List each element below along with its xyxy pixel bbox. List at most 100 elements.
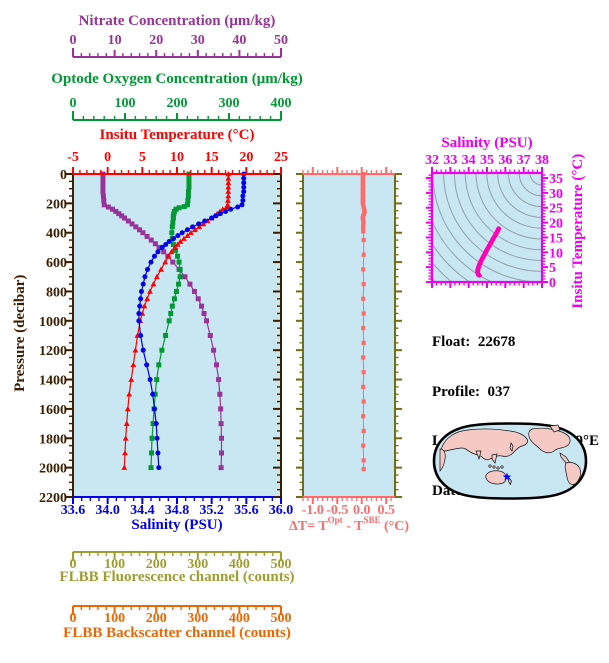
- svg-text:1800: 1800: [39, 432, 67, 447]
- series-circle: [136, 171, 247, 471]
- svg-text:0.5: 0.5: [377, 503, 395, 518]
- svg-text:35: 35: [480, 153, 494, 168]
- nitrate-axis-title: Nitrate Concentration (μm/kg): [78, 13, 276, 29]
- landmass-north-america: [528, 427, 571, 454]
- delta-label-sup-opt: Opt: [327, 515, 343, 526]
- svg-text:5: 5: [139, 150, 146, 165]
- landmass-australia: [485, 470, 507, 485]
- svg-text:5: 5: [549, 261, 556, 276]
- svg-text:35: 35: [549, 172, 563, 187]
- svg-text:300: 300: [219, 96, 240, 111]
- landmass-japan: [509, 442, 514, 452]
- landmass-indonesia: [500, 465, 504, 469]
- svg-text:34: 34: [462, 153, 476, 168]
- svg-text:0: 0: [104, 150, 111, 165]
- series-square: [100, 171, 225, 471]
- landmass-se-asia: [491, 453, 498, 464]
- svg-text:400: 400: [271, 96, 292, 111]
- svg-text:-0.5: -0.5: [326, 503, 348, 518]
- svg-text:15: 15: [549, 231, 563, 246]
- svg-text:0: 0: [70, 611, 77, 626]
- landmass-africa-edge: [439, 448, 446, 472]
- svg-text:10: 10: [108, 33, 122, 48]
- svg-text:32: 32: [425, 153, 439, 168]
- main-profile-plot: 0200400600800100012001400160018002000220…: [39, 150, 293, 518]
- svg-text:20: 20: [239, 150, 253, 165]
- svg-text:-1.0: -1.0: [302, 503, 324, 518]
- svg-text:20: 20: [149, 33, 163, 48]
- delta-t-panel: -1.0 -0.5 0.0 0.5: [296, 167, 402, 518]
- svg-text:50: 50: [274, 33, 288, 48]
- float-location-star: [502, 472, 512, 481]
- landmass-indonesia: [492, 465, 496, 469]
- delta-label-sup-sbe: SBE: [363, 515, 381, 526]
- svg-text:33: 33: [443, 153, 457, 168]
- svg-text:-5: -5: [67, 150, 79, 165]
- svg-text:40: 40: [232, 33, 246, 48]
- ts-salinity-title: Salinity (PSU): [441, 135, 533, 151]
- landmass-indonesia: [496, 466, 500, 470]
- svg-text:0: 0: [70, 96, 77, 111]
- svg-text:600: 600: [46, 256, 67, 271]
- oxygen-axis-title: Optode Oxygen Concentration (μm/kg): [51, 71, 303, 87]
- delta-label-part: (°C): [380, 519, 409, 534]
- svg-text:100: 100: [115, 96, 136, 111]
- landmass-south-america: [564, 462, 581, 485]
- svg-text:200: 200: [167, 96, 188, 111]
- svg-text:0.0: 0.0: [353, 503, 371, 518]
- salinity-axis-title: Salinity (PSU): [131, 517, 223, 533]
- svg-text:36.0: 36.0: [269, 503, 294, 518]
- svg-text:10: 10: [549, 246, 563, 261]
- svg-text:30: 30: [191, 33, 205, 48]
- svg-text:200: 200: [46, 197, 67, 212]
- svg-text:34.4: 34.4: [130, 503, 155, 518]
- svg-text:34.8: 34.8: [165, 503, 190, 518]
- svg-text:35.2: 35.2: [199, 503, 224, 518]
- svg-text:0: 0: [60, 168, 67, 183]
- float-id-line: Float: 22678: [432, 334, 516, 350]
- svg-text:0: 0: [70, 557, 77, 572]
- landmass-india: [475, 450, 482, 461]
- svg-text:1000: 1000: [39, 315, 67, 330]
- svg-text:500: 500: [271, 611, 292, 626]
- svg-text:800: 800: [46, 285, 67, 300]
- landmass-indonesia: [488, 464, 492, 468]
- svg-text:25: 25: [549, 202, 563, 217]
- svg-text:15: 15: [205, 150, 219, 165]
- series-square: [148, 171, 192, 471]
- svg-text:0: 0: [549, 276, 556, 291]
- pressure-axis-title: Pressure (decibar): [11, 274, 28, 392]
- delta-label-part: - T: [342, 519, 364, 534]
- svg-text:300: 300: [187, 611, 208, 626]
- svg-text:200: 200: [146, 611, 167, 626]
- backscatter-axis-title: FLBB Backscatter channel (counts): [63, 625, 291, 641]
- svg-text:25: 25: [274, 150, 288, 165]
- svg-text:100: 100: [104, 557, 125, 572]
- svg-text:100: 100: [104, 611, 125, 626]
- svg-text:0: 0: [70, 33, 77, 48]
- landmasses: [439, 424, 581, 486]
- delta-t-axis-label: ΔT= TOpt - TSBE (°C): [279, 516, 419, 534]
- svg-text:2200: 2200: [39, 491, 67, 506]
- svg-text:38: 38: [535, 153, 549, 168]
- svg-text:1600: 1600: [39, 403, 67, 418]
- world-map: [432, 422, 588, 500]
- svg-text:500: 500: [271, 557, 292, 572]
- svg-text:1400: 1400: [39, 374, 67, 389]
- fluorescence-axis-title: FLBB Fluorescence channel (counts): [59, 569, 295, 585]
- svg-text:35.6: 35.6: [234, 503, 259, 518]
- svg-text:30: 30: [549, 187, 563, 202]
- svg-text:33.6: 33.6: [61, 503, 86, 518]
- delta-label-part: ΔT= T: [288, 519, 328, 534]
- svg-text:2000: 2000: [39, 462, 67, 477]
- svg-text:1200: 1200: [39, 344, 67, 359]
- temperature-axis-title: Insitu Temperature (°C): [99, 127, 255, 143]
- landmass-eurasia: [441, 428, 528, 461]
- svg-text:37: 37: [517, 153, 531, 168]
- svg-text:36: 36: [498, 153, 512, 168]
- svg-text:400: 400: [229, 557, 250, 572]
